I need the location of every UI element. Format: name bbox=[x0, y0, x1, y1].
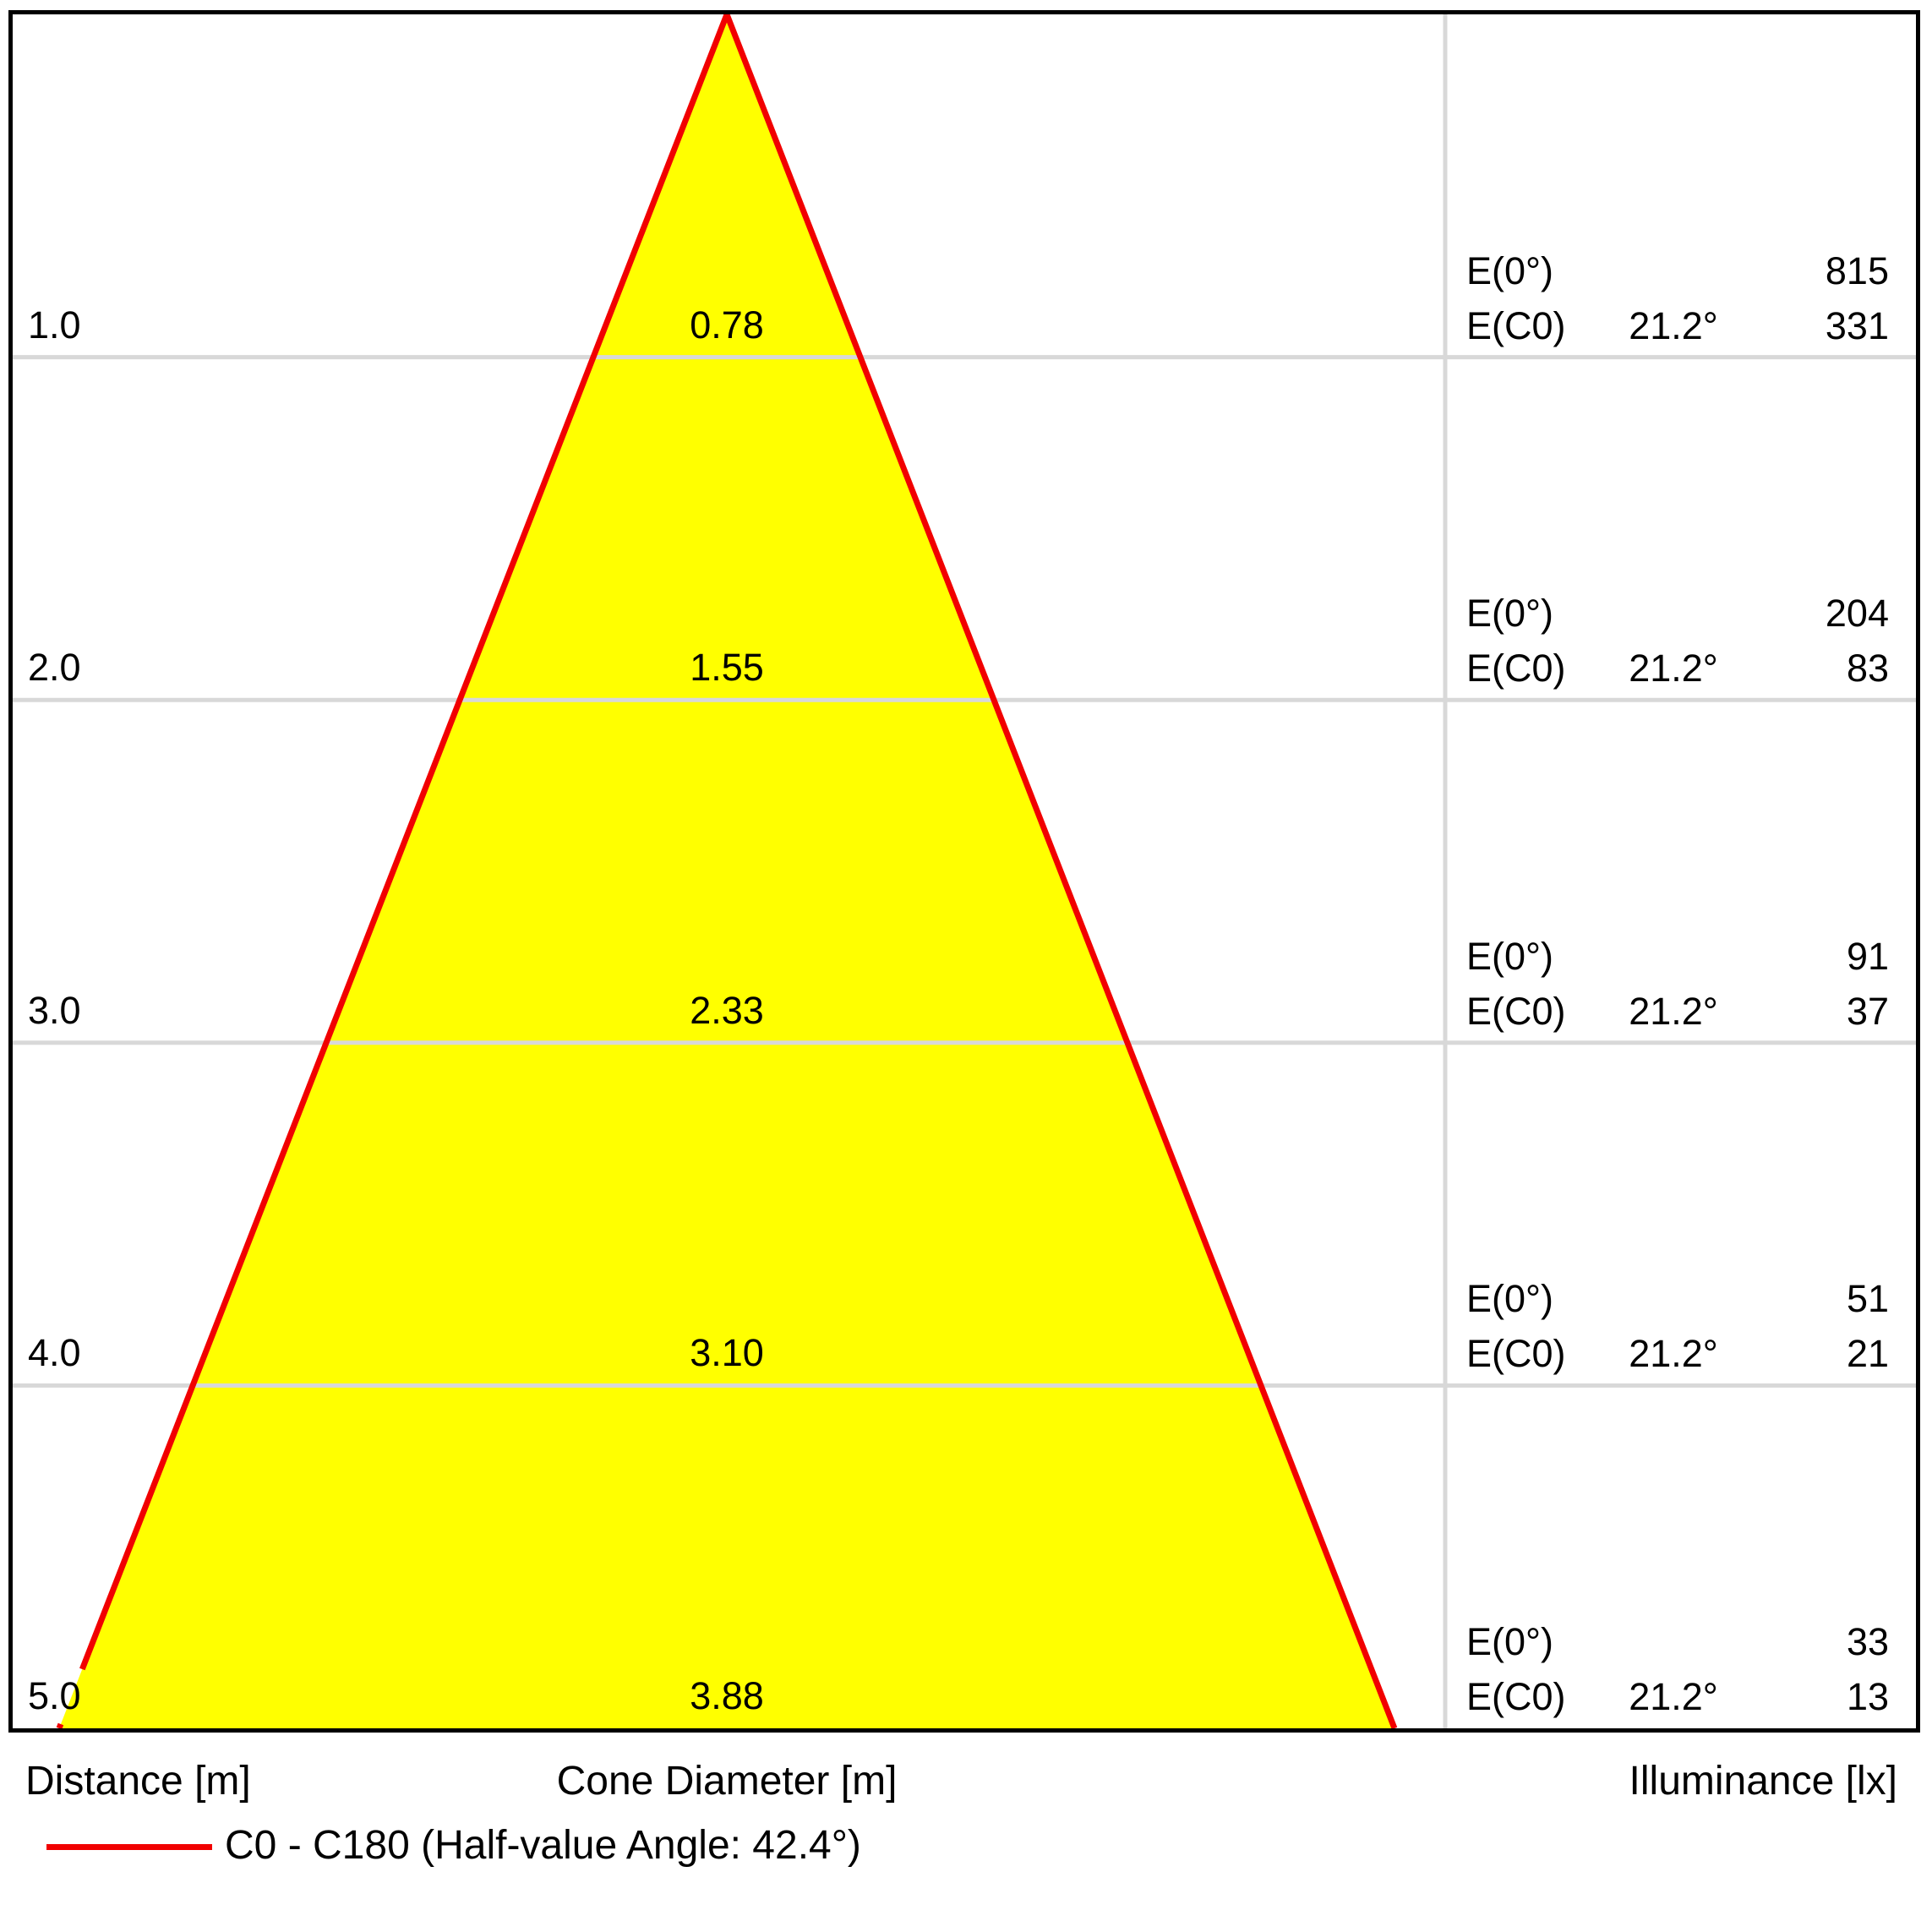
cone-edge-left-lower bbox=[56, 1722, 64, 1728]
illuminance-axis-label: Illuminance [lx] bbox=[1629, 1759, 1897, 1804]
distance-axis-label: Distance [m] bbox=[25, 1759, 251, 1804]
e0-label: E(0°) bbox=[1466, 934, 1554, 978]
ec0-value: 83 bbox=[1846, 647, 1889, 690]
distance-value: 2.0 bbox=[28, 646, 81, 690]
distance-value: 5.0 bbox=[28, 1674, 81, 1717]
ec0-value: 21 bbox=[1846, 1332, 1889, 1376]
ec0-angle: 21.2° bbox=[1629, 989, 1718, 1033]
ec0-angle: 21.2° bbox=[1629, 1332, 1718, 1376]
cone-edge-left-upper bbox=[79, 14, 730, 1671]
cone-chart-canvas bbox=[13, 14, 1916, 1728]
ec0-label: E(C0) bbox=[1466, 647, 1566, 690]
ec0-value: 13 bbox=[1846, 1675, 1889, 1718]
ec0-label: E(C0) bbox=[1466, 303, 1566, 347]
ec0-value: 37 bbox=[1846, 989, 1889, 1033]
distance-value: 4.0 bbox=[28, 1331, 81, 1375]
e0-label: E(0°) bbox=[1466, 1620, 1554, 1663]
row-labels-layer: 1.0 0.78 E(0°) 815 E(C0) 21.2° 331 2.0 1.55 E(0°)… bbox=[13, 14, 1916, 1728]
cone-edge-lines bbox=[56, 14, 1398, 1728]
cone-diameter-value: 1.55 bbox=[690, 646, 764, 690]
ec0-value: 331 bbox=[1825, 303, 1889, 347]
ec0-label: E(C0) bbox=[1466, 1675, 1566, 1718]
e0-value: 33 bbox=[1846, 1620, 1889, 1663]
legend-line-swatch bbox=[46, 1844, 212, 1850]
cone-diameter-value: 2.33 bbox=[690, 988, 764, 1032]
ec0-label: E(C0) bbox=[1466, 1332, 1566, 1376]
e0-value: 204 bbox=[1825, 592, 1889, 636]
cone-edge-right bbox=[723, 14, 1398, 1728]
e0-value: 51 bbox=[1846, 1277, 1889, 1321]
ec0-label: E(C0) bbox=[1466, 989, 1566, 1033]
distance-value: 3.0 bbox=[28, 988, 81, 1032]
legend-label: C0 - C180 (Half-value Angle: 42.4°) bbox=[225, 1823, 861, 1868]
e0-label: E(0°) bbox=[1466, 248, 1554, 292]
e0-value: 91 bbox=[1846, 934, 1889, 978]
ec0-angle: 21.2° bbox=[1629, 647, 1718, 690]
light-cone-fill bbox=[59, 14, 1394, 1728]
cone-diameter-value: 3.88 bbox=[690, 1674, 764, 1717]
ec0-angle: 21.2° bbox=[1629, 1675, 1718, 1718]
e0-value: 815 bbox=[1825, 248, 1889, 292]
cone-diameter-value: 3.10 bbox=[690, 1331, 764, 1375]
cone-diameter-axis-label: Cone Diameter [m] bbox=[556, 1759, 898, 1804]
ec0-angle: 21.2° bbox=[1629, 303, 1718, 347]
e0-label: E(0°) bbox=[1466, 1277, 1554, 1321]
distance-value: 1.0 bbox=[28, 303, 81, 347]
distance-gridlines bbox=[13, 355, 1916, 1388]
cone-diagram-panel: 1.0 0.78 E(0°) 815 E(C0) 21.2° 331 2.0 1.55 E(0°)… bbox=[8, 10, 1920, 1733]
e0-label: E(0°) bbox=[1466, 592, 1554, 636]
cone-diameter-value: 0.78 bbox=[690, 303, 764, 347]
